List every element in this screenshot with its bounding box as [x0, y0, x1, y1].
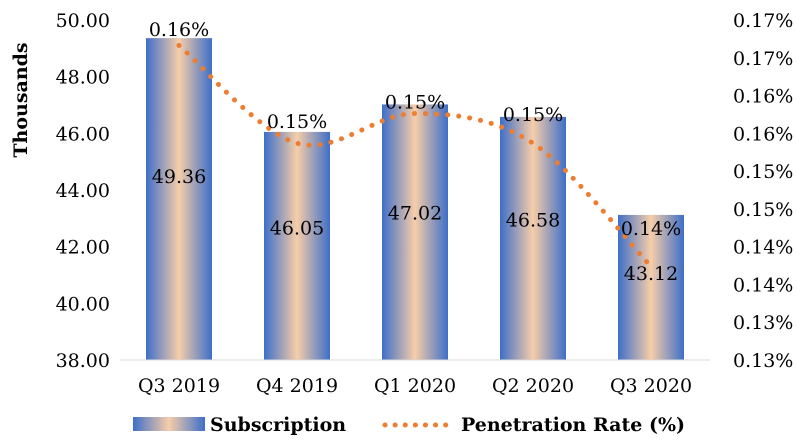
right-tick-label: 0.16% — [733, 123, 793, 145]
rate-value-label: 0.14% — [621, 218, 681, 240]
line-series — [176, 43, 654, 269]
bar-value-label: 47.02 — [388, 202, 442, 224]
bar-1 — [264, 131, 330, 360]
left-tick-label: 46.00 — [56, 123, 110, 145]
bar-series — [146, 38, 684, 361]
bar-value-label: 46.58 — [506, 209, 560, 231]
category-label: Q3 2020 — [610, 375, 692, 397]
left-axis: 38.00 40.00 42.00 44.00 46.00 48.00 50.00 — [56, 10, 110, 372]
rate-value-label: 0.15% — [267, 111, 327, 133]
left-tick-label: 42.00 — [56, 237, 110, 259]
category-label: Q2 2020 — [492, 375, 574, 397]
bar-4 — [618, 214, 684, 360]
legend-swatch-subscription — [133, 417, 205, 431]
category-label: Q3 2019 — [138, 375, 220, 397]
bar-value-label: 43.12 — [624, 263, 678, 285]
rate-value-label: 0.15% — [503, 104, 563, 126]
right-tick-label: 0.17% — [733, 10, 793, 32]
legend-label-subscription: Subscription — [210, 414, 346, 436]
legend: Subscription Penetration Rate (%) — [133, 414, 685, 436]
bar-3 — [500, 116, 566, 361]
bar-0 — [146, 38, 212, 361]
right-axis: 0.13% 0.13% 0.14% 0.14% 0.15% 0.15% 0.16% 0.16%… — [733, 10, 793, 372]
right-tick-label: 0.13% — [733, 350, 793, 372]
right-tick-label: 0.15% — [733, 199, 793, 221]
penetration-line — [176, 43, 654, 269]
right-tick-label: 0.15% — [733, 161, 793, 183]
left-tick-label: 50.00 — [56, 10, 110, 32]
x-axis: Q3 2019 Q4 2019 Q1 2020 Q2 2020 Q3 2020 — [120, 359, 710, 397]
bar-2 — [382, 104, 448, 360]
legend-label-penetration: Penetration Rate (%) — [461, 414, 685, 436]
category-label: Q4 2019 — [256, 375, 338, 397]
left-tick-label: 40.00 — [56, 293, 110, 315]
left-tick-label: 44.00 — [56, 180, 110, 202]
left-tick-label: 48.00 — [56, 67, 110, 89]
rate-value-label: 0.16% — [149, 19, 209, 41]
bar-value-label: 46.05 — [270, 218, 324, 240]
right-tick-label: 0.13% — [733, 312, 793, 334]
right-tick-label: 0.16% — [733, 86, 793, 108]
right-tick-label: 0.14% — [733, 237, 793, 259]
y-axis-title: Thousands — [10, 42, 32, 157]
bar-value-label: 49.36 — [152, 166, 206, 188]
rate-value-label: 0.15% — [385, 91, 445, 113]
right-tick-label: 0.17% — [733, 48, 793, 70]
data-labels: 49.36 46.05 47.02 46.58 43.12 0.16% 0.15% 0.15%… — [149, 19, 681, 285]
category-label: Q1 2020 — [374, 375, 456, 397]
right-tick-label: 0.14% — [733, 274, 793, 296]
left-tick-label: 38.00 — [56, 350, 110, 372]
